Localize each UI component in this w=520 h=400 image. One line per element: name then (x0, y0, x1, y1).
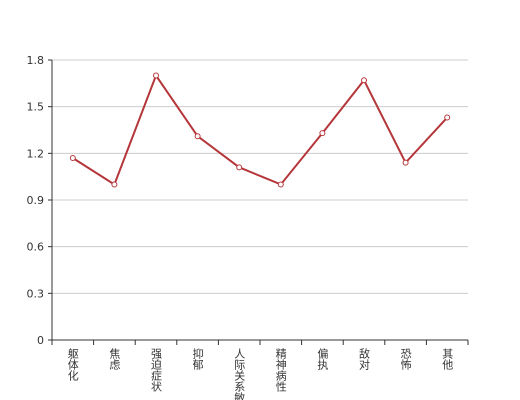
x-tick-label: 人际关系敏感 (233, 348, 246, 400)
y-tick-label: 0.9 (27, 194, 45, 207)
line (72, 73, 448, 186)
y-tick-label: 1.5 (27, 101, 45, 114)
y-tick-label: 0.3 (27, 287, 45, 300)
y-tick-label: 1.8 (27, 54, 45, 67)
point (444, 114, 451, 121)
x-tick-label: 精神病性 (274, 348, 287, 393)
point (319, 130, 326, 137)
point (194, 133, 201, 140)
y-tick-label: 0.6 (27, 241, 45, 254)
point (153, 72, 159, 79)
point (277, 181, 284, 188)
point (111, 181, 118, 188)
x-tick-label: 躯体化 (66, 348, 79, 382)
x-tick-label: 抑郁 (191, 347, 204, 370)
x-tick-label: 强迫症状 (150, 348, 163, 392)
x-tick-label: 敌对 (358, 347, 371, 370)
point (236, 164, 243, 171)
point (69, 155, 76, 161)
x-tick-label: 恐怖 (399, 348, 412, 370)
point (402, 159, 409, 166)
x-tick-label: 其他 (441, 348, 454, 370)
point (361, 77, 367, 84)
x-tick-label: 焦虑 (108, 348, 121, 370)
y-tick-label: 0 (37, 334, 44, 347)
x-tick-label: 偏执 (316, 347, 329, 371)
y-tick-label: 1.2 (27, 147, 45, 160)
